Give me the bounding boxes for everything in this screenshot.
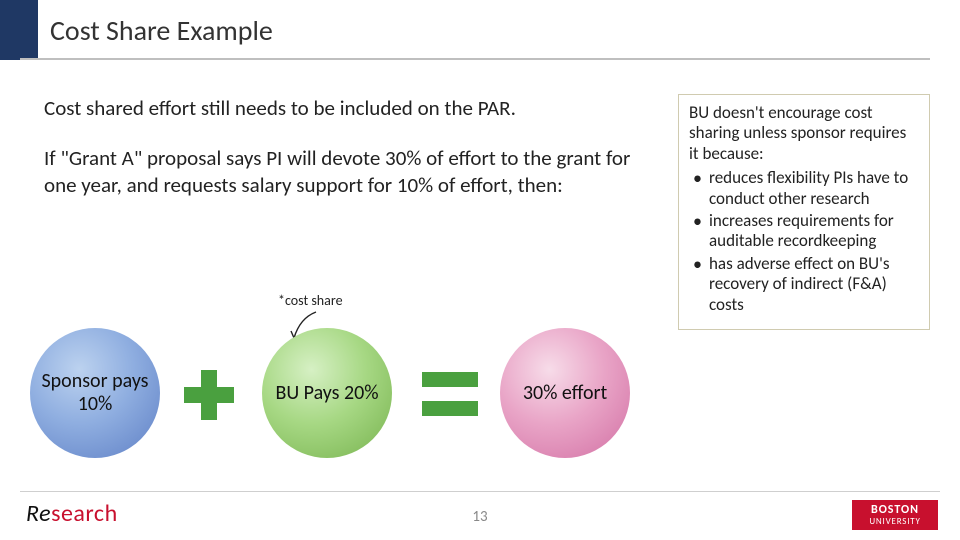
callout-bullet: increases requirements for auditable rec… xyxy=(689,211,919,252)
logo-re: Re xyxy=(26,499,51,528)
callout-box: BU doesn't encourage cost sharing unless… xyxy=(678,94,930,330)
equation-graphic: Sponsor pays 10% BU Pays 20% 30% effort xyxy=(30,328,670,468)
title-accent xyxy=(0,0,38,60)
body-text: Cost shared effort still needs to be inc… xyxy=(44,95,634,222)
footer-rule xyxy=(20,491,940,492)
title-bar: Cost Share Example xyxy=(0,0,960,60)
plus-icon xyxy=(184,370,234,420)
callout-list: reduces flexibility PIs have to conduct … xyxy=(689,168,919,315)
slide-title: Cost Share Example xyxy=(50,13,273,48)
circle-total: 30% effort xyxy=(500,328,630,458)
bu-line2: UNIVERSITY xyxy=(869,517,920,526)
circle-label: BU Pays 20% xyxy=(275,382,378,405)
page-number: 13 xyxy=(472,508,487,526)
circle-label: Sponsor pays 10% xyxy=(38,370,152,416)
callout-bullet: reduces flexibility PIs have to conduct … xyxy=(689,168,919,209)
callout-lead: BU doesn't encourage cost sharing unless… xyxy=(689,103,919,164)
callout-bullet: has adverse effect on BU's recovery of i… xyxy=(689,254,919,315)
title-underline xyxy=(20,58,930,60)
circle-sponsor: Sponsor pays 10% xyxy=(30,328,160,458)
circle-bu: BU Pays 20% xyxy=(262,328,392,458)
paragraph-1: Cost shared effort still needs to be inc… xyxy=(44,95,634,121)
circle-label: 30% effort xyxy=(523,382,607,405)
paragraph-2: If "Grant A" proposal says PI will devot… xyxy=(44,145,634,198)
research-logo: Research xyxy=(26,499,118,528)
boston-university-logo: BOSTON UNIVERSITY xyxy=(852,500,938,530)
equals-icon xyxy=(422,372,478,416)
cost-share-note: *cost share xyxy=(278,292,343,309)
logo-search: search xyxy=(51,499,118,528)
bu-line1: BOSTON xyxy=(871,504,919,516)
slide: Cost Share Example Cost shared effort st… xyxy=(0,0,960,540)
